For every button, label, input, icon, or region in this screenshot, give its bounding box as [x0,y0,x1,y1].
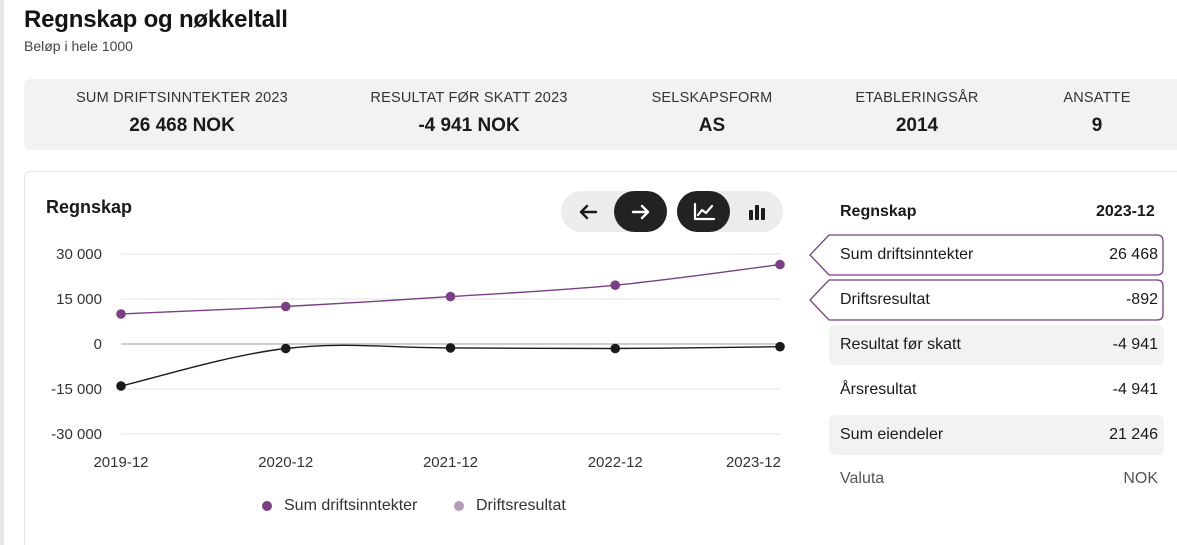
data-point [775,259,785,270]
kpi-resultat-for-skatt: RESULTAT FØR SKATT 2023 -4 941 NOK [354,90,584,137]
x-tick-label: 2022-12 [588,454,643,471]
kpi-value: 9 [1091,115,1103,136]
legend-label: Driftsresultat [476,497,566,514]
side-panel-header-period: 2023-12 [1096,203,1155,220]
kpi-value: 26 468 NOK [129,115,235,136]
metric-value: -892 [1125,291,1158,308]
kpi-label: SELSKAPSFORM [651,90,773,106]
metric-value: NOK [1123,470,1158,487]
chart-title: Regnskap [46,197,133,217]
series-line [120,263,781,315]
legend-item-sum-driftsinntekter[interactable]: Sum driftsinntekter [262,497,417,515]
metric-label: Resultat før skatt [840,336,961,353]
arrow-right-icon [631,204,649,219]
data-point [610,280,621,291]
page-subtitle: Beløp i hele 1000 [24,38,133,54]
metric-value: -4 941 [1112,336,1158,353]
kpi-label: RESULTAT FØR SKATT 2023 [370,90,568,106]
metric-row-sum-eiendeler[interactable]: Sum eiendeler 21 246 [829,415,1164,455]
legend-label: Sum driftsinntekter [284,497,418,514]
metric-label: Sum eiendeler [840,426,944,443]
kpi-label: ETABLERINGSÅR [855,90,979,106]
y-tick-label: 30 000 [56,246,102,263]
metric-value: 26 468 [1109,246,1158,263]
kpi-value: -4 941 NOK [418,115,520,136]
data-point [445,343,456,353]
page-title: Regnskap og nøkkeltall [24,6,288,33]
next-period-button[interactable] [614,191,667,232]
data-point [116,309,126,319]
kpi-etableringsar: ETABLERINGSÅR 2014 [842,90,992,137]
metric-row-sum-driftsinntekter[interactable]: Sum driftsinntekter 26 468 [829,235,1164,275]
arrow-left-icon [579,204,597,219]
previous-period-button[interactable] [561,191,614,232]
selected-row-outline [809,279,1164,321]
metric-row-arsresultat[interactable]: Årsresultat -4 941 [829,370,1164,410]
y-tick-label: -30 000 [51,426,102,443]
period-nav-group [561,191,667,232]
kpi-ansatte: ANSATTE 9 [1052,90,1142,137]
selected-row-outlines [809,234,1164,321]
legend-item-driftsresultat[interactable]: Driftsresultat [454,497,566,515]
x-tick-label: 2021-12 [423,454,478,471]
line-chart: 30 000 15 000 0 -15 000 -30 000 2019-12 2020-1… [51,246,785,471]
bar-chart-icon [748,204,765,220]
metric-label: Valuta [840,470,885,487]
data-point [445,291,456,302]
y-tick-label: -15 000 [51,381,102,398]
data-point [280,343,291,354]
metric-value: 21 246 [1109,426,1158,443]
metric-row-resultat-for-skatt[interactable]: Resultat før skatt -4 941 [829,325,1164,365]
x-tick-label: 2019-12 [93,454,148,471]
left-edge-rule [0,0,4,545]
kpi-label: SUM DRIFTSINNTEKTER 2023 [76,90,288,106]
selected-row-outline [809,234,1164,276]
bar-chart-toggle[interactable] [730,191,783,232]
kpi-label: ANSATTE [1063,90,1131,106]
metric-row-valuta: Valuta NOK [829,459,1164,499]
metric-label: Driftsresultat [840,291,930,308]
kpi-value: 2014 [895,115,939,136]
line-chart-toggle[interactable] [677,191,730,232]
kpi-sum-driftsinntekter: SUM DRIFTSINNTEKTER 2023 26 468 NOK [62,90,302,137]
kpi-bar: SUM DRIFTSINNTEKTER 2023 26 468 NOK RESU… [24,79,1177,150]
line-chart-icon [693,202,715,220]
kpi-value: AS [698,115,726,136]
x-tick-label: 2023-12 [726,454,781,471]
metric-value: -4 941 [1112,381,1158,398]
metric-row-driftsresultat[interactable]: Driftsresultat -892 [829,280,1164,320]
kpi-selskapsform: SELSKAPSFORM AS [642,90,782,137]
side-panel-header-label: Regnskap [840,203,917,220]
legend-marker [454,501,464,511]
data-point [775,341,785,352]
y-tick-label: 0 [94,336,102,353]
data-point [610,343,621,354]
data-point [116,381,126,391]
y-tick-label: 15 000 [56,291,102,308]
x-tick-label: 2020-12 [258,454,313,471]
data-point [280,301,291,312]
metric-label: Årsresultat [840,381,917,398]
legend-marker [262,501,272,511]
metric-label: Sum driftsinntekter [840,246,974,263]
chart-type-group [677,191,783,232]
